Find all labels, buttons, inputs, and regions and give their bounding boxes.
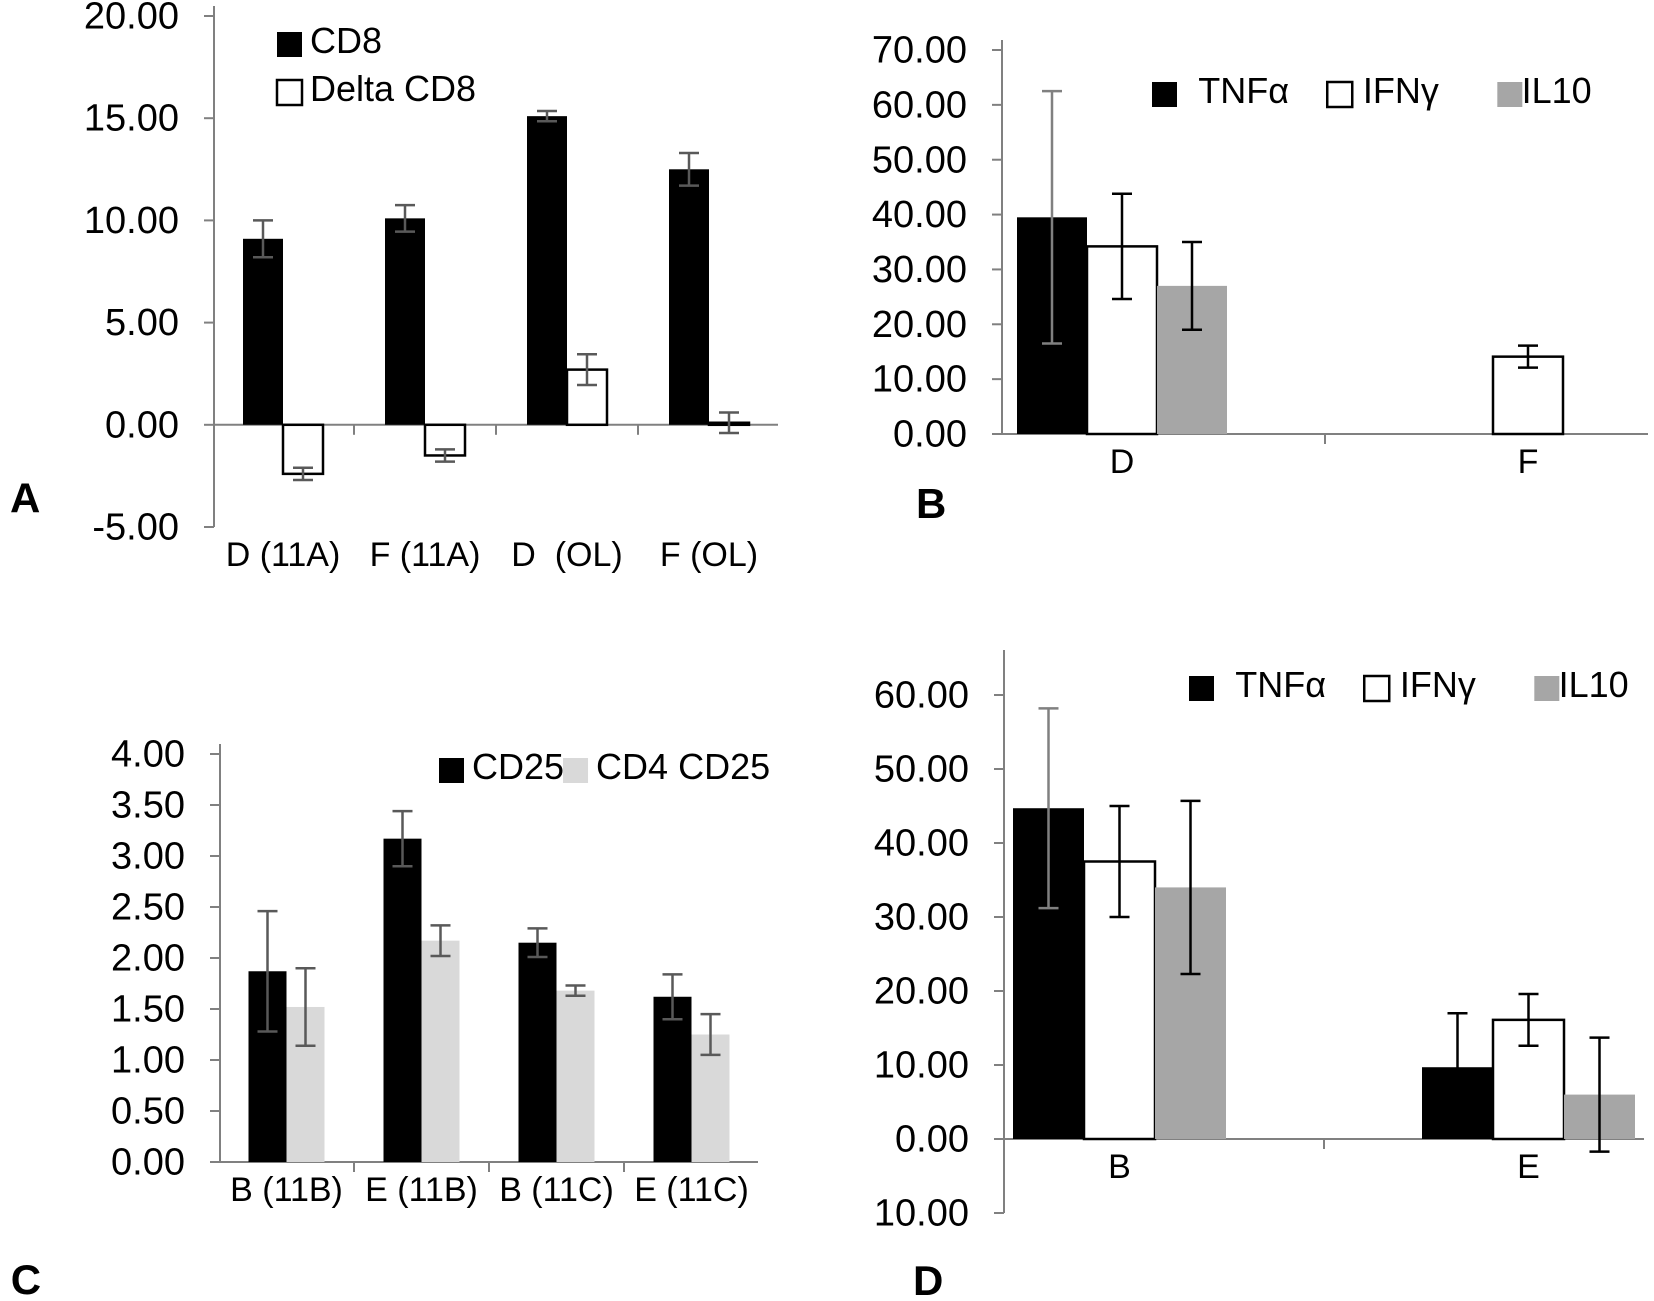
svg-text:IFNγ: IFNγ xyxy=(1363,70,1439,111)
svg-text:D: D xyxy=(913,1257,943,1300)
svg-text:1.00: 1.00 xyxy=(111,1040,185,1082)
svg-text:B: B xyxy=(916,480,946,527)
svg-text:20.00: 20.00 xyxy=(84,0,179,38)
svg-text:60.00: 60.00 xyxy=(872,84,967,126)
svg-text:50.00: 50.00 xyxy=(872,139,967,181)
svg-text:50.00: 50.00 xyxy=(874,749,969,791)
svg-text:15.00: 15.00 xyxy=(84,98,179,140)
svg-text:0.50: 0.50 xyxy=(111,1091,185,1133)
svg-text:30.00: 30.00 xyxy=(872,249,967,291)
svg-text:-5.00: -5.00 xyxy=(92,507,179,549)
svg-text:2.00: 2.00 xyxy=(111,938,185,980)
svg-text:40.00: 40.00 xyxy=(874,823,969,865)
svg-text:0.00: 0.00 xyxy=(111,1142,185,1184)
svg-text:B: B xyxy=(1108,1148,1131,1186)
svg-text:F: F xyxy=(1518,443,1539,481)
svg-text:E (11C): E (11C) xyxy=(634,1171,749,1209)
svg-text:C: C xyxy=(11,1256,41,1300)
svg-text:60.00: 60.00 xyxy=(874,675,969,717)
svg-text:E (11B): E (11B) xyxy=(365,1171,478,1209)
svg-text:CD8: CD8 xyxy=(310,20,382,61)
svg-text:B (11C): B (11C) xyxy=(499,1171,614,1209)
svg-text:2.50: 2.50 xyxy=(111,887,185,929)
svg-text:IFNγ: IFNγ xyxy=(1400,664,1476,705)
svg-text:D: D xyxy=(1110,443,1135,481)
svg-text:40.00: 40.00 xyxy=(872,194,967,236)
svg-text:TNFα: TNFα xyxy=(1235,664,1326,705)
svg-text:IL10: IL10 xyxy=(1522,70,1592,111)
svg-text:10.00: 10.00 xyxy=(874,1045,969,1087)
svg-text:E: E xyxy=(1517,1148,1540,1186)
svg-text:F (OL): F (OL) xyxy=(660,536,758,574)
svg-text:Delta CD8: Delta CD8 xyxy=(310,68,476,109)
svg-text:0.00: 0.00 xyxy=(105,404,179,446)
svg-text:CD4 CD25: CD4 CD25 xyxy=(596,746,770,787)
svg-text:F (11A): F (11A) xyxy=(370,536,481,574)
svg-text:1.50: 1.50 xyxy=(111,989,185,1031)
svg-text:30.00: 30.00 xyxy=(874,897,969,939)
svg-text:10.00: 10.00 xyxy=(872,359,967,401)
svg-text:TNFα: TNFα xyxy=(1198,70,1289,111)
svg-text:20.00: 20.00 xyxy=(874,971,969,1013)
svg-text:0.00: 0.00 xyxy=(893,414,967,456)
svg-text:B (11B): B (11B) xyxy=(230,1171,343,1209)
svg-text:20.00: 20.00 xyxy=(872,304,967,346)
svg-text:70.00: 70.00 xyxy=(872,30,967,72)
svg-text:10.00: 10.00 xyxy=(84,200,179,242)
svg-text:3.50: 3.50 xyxy=(111,785,185,827)
svg-text:10.00: 10.00 xyxy=(874,1193,969,1235)
svg-text:4.00: 4.00 xyxy=(111,734,185,776)
svg-text:5.00: 5.00 xyxy=(105,302,179,344)
svg-text:IL10: IL10 xyxy=(1559,664,1629,705)
svg-text:3.00: 3.00 xyxy=(111,836,185,878)
svg-text:D (OL): D (OL) xyxy=(511,536,622,574)
svg-text:CD25: CD25 xyxy=(472,746,564,787)
svg-text:D (11A): D (11A) xyxy=(226,536,341,574)
svg-text:A: A xyxy=(10,475,40,522)
svg-text:0.00: 0.00 xyxy=(895,1119,969,1161)
